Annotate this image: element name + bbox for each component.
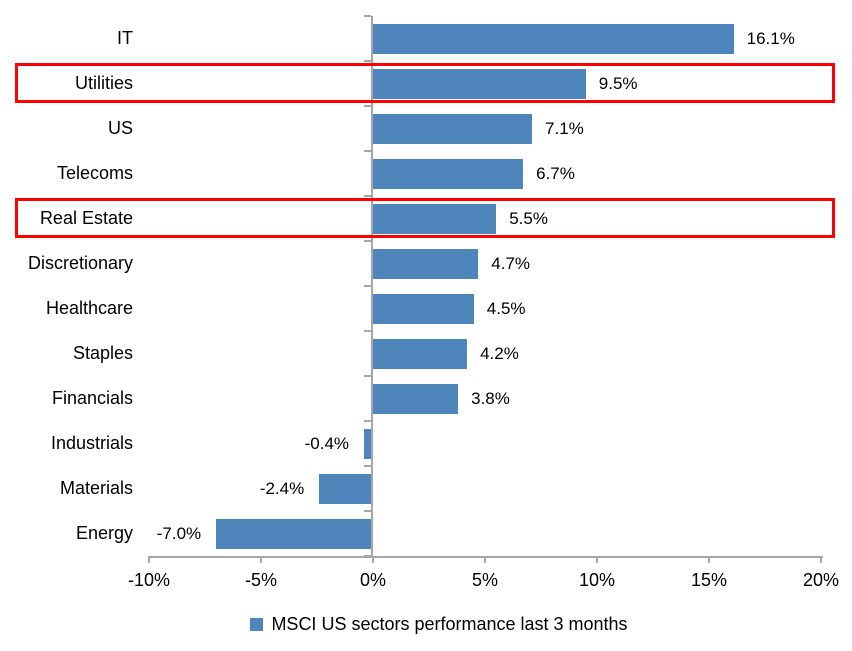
bar: [216, 518, 373, 549]
bar-value-label: 4.5%: [486, 298, 526, 318]
value-axis-tick: [372, 556, 374, 563]
bar-value-label: 6.7%: [536, 163, 575, 183]
category-label: US: [107, 118, 133, 138]
value-axis-tick-label: 15%: [690, 570, 728, 590]
highlight-box: [15, 197, 835, 238]
category-axis-tick: [364, 420, 371, 422]
bar-value-label: -0.4%: [304, 433, 350, 453]
value-axis-tick: [820, 556, 822, 563]
value-axis-tick-label: 20%: [802, 570, 840, 590]
bar: [373, 23, 734, 54]
bar: [373, 338, 468, 369]
category-axis-tick: [364, 285, 371, 287]
category-axis-tick: [364, 105, 371, 107]
value-axis-tick-label: 10%: [578, 570, 616, 590]
category-axis-tick: [364, 15, 371, 17]
bar-value-label: 16.1%: [746, 28, 795, 48]
bar: [373, 248, 479, 279]
category-label: Staples: [72, 343, 133, 363]
category-label: Discretionary: [27, 253, 133, 273]
bar-value-label: 4.7%: [491, 253, 531, 273]
legend: MSCI US sectors performance last 3 month…: [26, 611, 852, 637]
category-axis-tick: [364, 330, 371, 332]
category-axis-tick: [364, 375, 371, 377]
value-axis-tick-label: -5%: [244, 570, 278, 590]
value-axis-tick-label: -10%: [127, 570, 171, 590]
value-axis-tick: [148, 556, 150, 563]
bar: [373, 113, 533, 144]
bar-value-label: 7.1%: [545, 118, 584, 138]
highlight-box: [15, 62, 835, 103]
legend-label: MSCI US sectors performance last 3 month…: [271, 613, 628, 634]
category-label: Industrials: [50, 433, 133, 453]
bar-value-label: 5.5%: [509, 208, 548, 228]
value-axis-line: [149, 556, 823, 558]
category-label: Healthcare: [45, 298, 133, 318]
value-axis-tick: [708, 556, 710, 563]
category-axis-tick: [364, 195, 371, 197]
category-axis-tick: [364, 240, 371, 242]
bar-value-label: -2.4%: [259, 478, 305, 498]
bar: [373, 158, 524, 189]
category-axis-tick: [364, 150, 371, 152]
category-label: IT: [117, 28, 133, 48]
category-axis-tick: [364, 510, 371, 512]
category-label: Utilities: [74, 73, 133, 93]
bar-value-label: 9.5%: [598, 73, 638, 93]
legend-swatch: [250, 617, 264, 631]
bar: [364, 428, 373, 459]
category-label: Materials: [59, 478, 133, 498]
value-axis-tick: [484, 556, 486, 563]
value-axis-tick: [596, 556, 598, 563]
bar: [373, 293, 474, 324]
category-axis-line: [371, 16, 373, 556]
category-label: Telecoms: [56, 163, 133, 183]
bar: [319, 473, 373, 504]
bar-value-label: 3.8%: [471, 388, 510, 408]
bar-value-label: 4.2%: [480, 343, 519, 363]
category-label: Financials: [51, 388, 133, 408]
bar: [373, 68, 586, 99]
bar-value-label: -7.0%: [156, 523, 202, 543]
category-label: Real Estate: [39, 208, 133, 228]
value-axis-tick-label: 0%: [359, 570, 387, 590]
value-axis-tick-label: 5%: [471, 570, 499, 590]
value-axis-tick: [260, 556, 262, 563]
category-axis-tick: [364, 465, 371, 467]
category-label: Energy: [75, 523, 133, 543]
category-axis-tick: [364, 60, 371, 62]
bar: [373, 203, 497, 234]
bar: [373, 383, 459, 414]
